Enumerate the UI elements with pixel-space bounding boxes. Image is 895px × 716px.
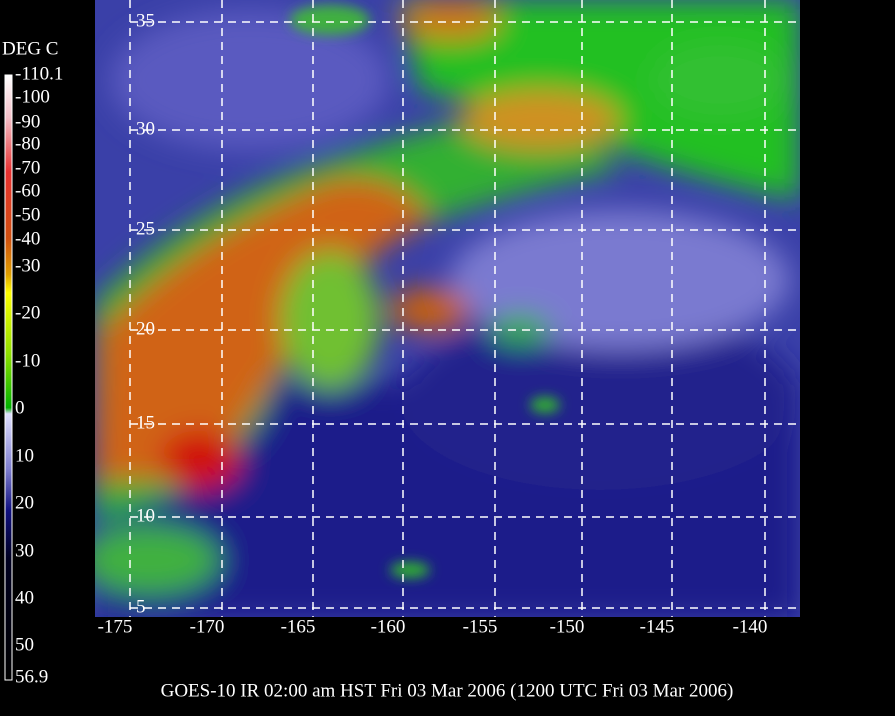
colorbar-label: 56.9 <box>15 666 48 687</box>
colorbar-label: 50 <box>15 634 34 655</box>
latitude-label: 25 <box>136 218 155 239</box>
colorbar-label: 30 <box>15 540 34 561</box>
cloud-image <box>95 0 800 617</box>
colorbar-label: -110.1 <box>15 63 63 84</box>
colorbar-label: 20 <box>15 492 34 513</box>
colorbar-label: -80 <box>15 133 40 154</box>
colorbar-label: -100 <box>15 86 50 107</box>
longitude-label: -160 <box>371 616 406 637</box>
colorbar-label: -40 <box>15 228 40 249</box>
colorbar-label: 0 <box>15 397 25 418</box>
longitude-label: -175 <box>98 616 133 637</box>
grid <box>129 0 800 617</box>
longitude-label: -155 <box>463 616 498 637</box>
latitude-label: 5 <box>136 596 146 617</box>
colorbar-label: -10 <box>15 350 40 371</box>
colorbar-label: -90 <box>15 111 40 132</box>
longitude-label: -170 <box>190 616 225 637</box>
longitude-label: -150 <box>550 616 585 637</box>
colorbar <box>4 74 13 681</box>
longitude-label: -145 <box>640 616 675 637</box>
latitude-label: 35 <box>136 10 155 31</box>
colorbar-label: -60 <box>15 180 40 201</box>
colorbar-label: -50 <box>15 204 40 225</box>
colorbar-title: DEG C <box>2 38 58 59</box>
colorbar-label: -70 <box>15 157 40 178</box>
latitude-label: 10 <box>136 505 155 526</box>
latitude-label: 15 <box>136 412 155 433</box>
colorbar-label: 10 <box>15 445 34 466</box>
latitude-label: 20 <box>136 318 155 339</box>
colorbar-label: -30 <box>15 255 40 276</box>
longitude-label: -140 <box>733 616 768 637</box>
latitude-label: 30 <box>136 118 155 139</box>
longitude-label: -165 <box>281 616 316 637</box>
caption: GOES-10 IR 02:00 am HST Fri 03 Mar 2006 … <box>161 680 734 701</box>
colorbar-label: 40 <box>15 587 34 608</box>
colorbar-label: -20 <box>15 302 40 323</box>
